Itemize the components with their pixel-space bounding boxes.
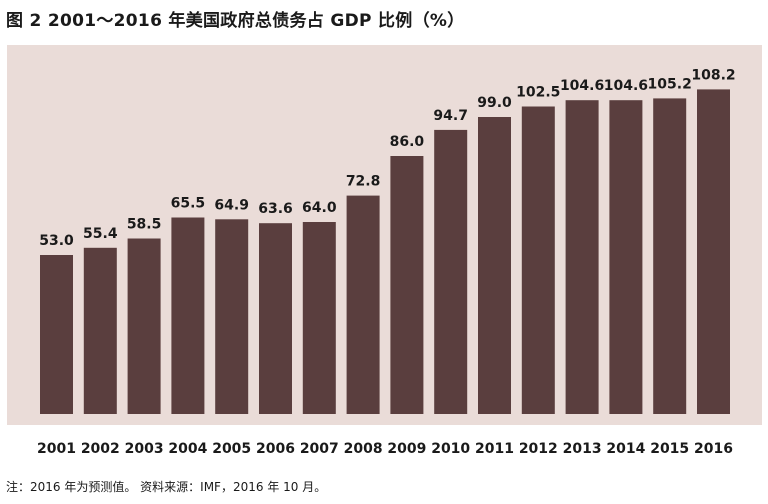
- bar-2013: [565, 100, 599, 414]
- data-label-2013: 104.6: [560, 78, 604, 94]
- x-tick-2014: 2014: [606, 441, 645, 457]
- x-tick-2003: 2003: [125, 441, 164, 457]
- chart-title: 图 2 2001～2016 年美国政府总债务占 GDP 比例（%）: [6, 11, 465, 31]
- x-tick-2009: 2009: [387, 441, 426, 457]
- data-label-2001: 53.0: [39, 233, 74, 249]
- bar-2011: [478, 117, 511, 414]
- data-label-2006: 63.6: [258, 201, 293, 217]
- data-label-2015: 105.2: [648, 76, 692, 92]
- bar-2012: [521, 106, 555, 414]
- x-tick-2001: 2001: [37, 441, 76, 457]
- data-label-2005: 64.9: [214, 197, 249, 213]
- data-label-2002: 55.4: [83, 226, 118, 242]
- bar-2003: [127, 238, 161, 414]
- x-tick-2006: 2006: [256, 441, 295, 457]
- data-label-2008: 72.8: [346, 174, 381, 190]
- bar-2007: [302, 222, 336, 414]
- bar-2004: [171, 217, 205, 414]
- x-tick-2004: 2004: [168, 441, 207, 457]
- data-label-2012: 102.5: [516, 85, 560, 101]
- bar-2008: [346, 195, 380, 414]
- bar-2010: [434, 129, 468, 414]
- x-tick-2005: 2005: [212, 441, 251, 457]
- bar-2005: [215, 219, 249, 414]
- bar-2006: [259, 223, 292, 414]
- data-label-2011: 99.0: [477, 95, 512, 111]
- data-label-2014: 104.6: [604, 78, 648, 94]
- source-note: 注：2016 年为预测值。 资料来源：IMF，2016 年 10 月。: [6, 480, 327, 494]
- x-tick-2013: 2013: [563, 441, 602, 457]
- x-tick-2015: 2015: [650, 441, 689, 457]
- x-tick-2007: 2007: [300, 441, 339, 457]
- bar-2002: [83, 247, 117, 414]
- bar-2015: [653, 98, 687, 415]
- x-tick-2012: 2012: [519, 441, 558, 457]
- data-label-2010: 94.7: [433, 108, 468, 124]
- data-label-2007: 64.0: [302, 200, 337, 216]
- data-label-2009: 86.0: [390, 134, 425, 150]
- data-label-2003: 58.5: [127, 217, 162, 233]
- x-tick-2010: 2010: [431, 441, 470, 457]
- x-tick-2016: 2016: [694, 441, 733, 457]
- bar-2009: [390, 156, 424, 414]
- x-tick-2002: 2002: [81, 441, 120, 457]
- bar-2001: [40, 255, 73, 414]
- data-label-2016: 108.2: [691, 67, 735, 83]
- x-tick-2008: 2008: [344, 441, 383, 457]
- x-tick-2011: 2011: [475, 441, 514, 457]
- bar-2014: [609, 100, 643, 414]
- data-label-2004: 65.5: [171, 196, 206, 212]
- bar-2016: [697, 89, 730, 415]
